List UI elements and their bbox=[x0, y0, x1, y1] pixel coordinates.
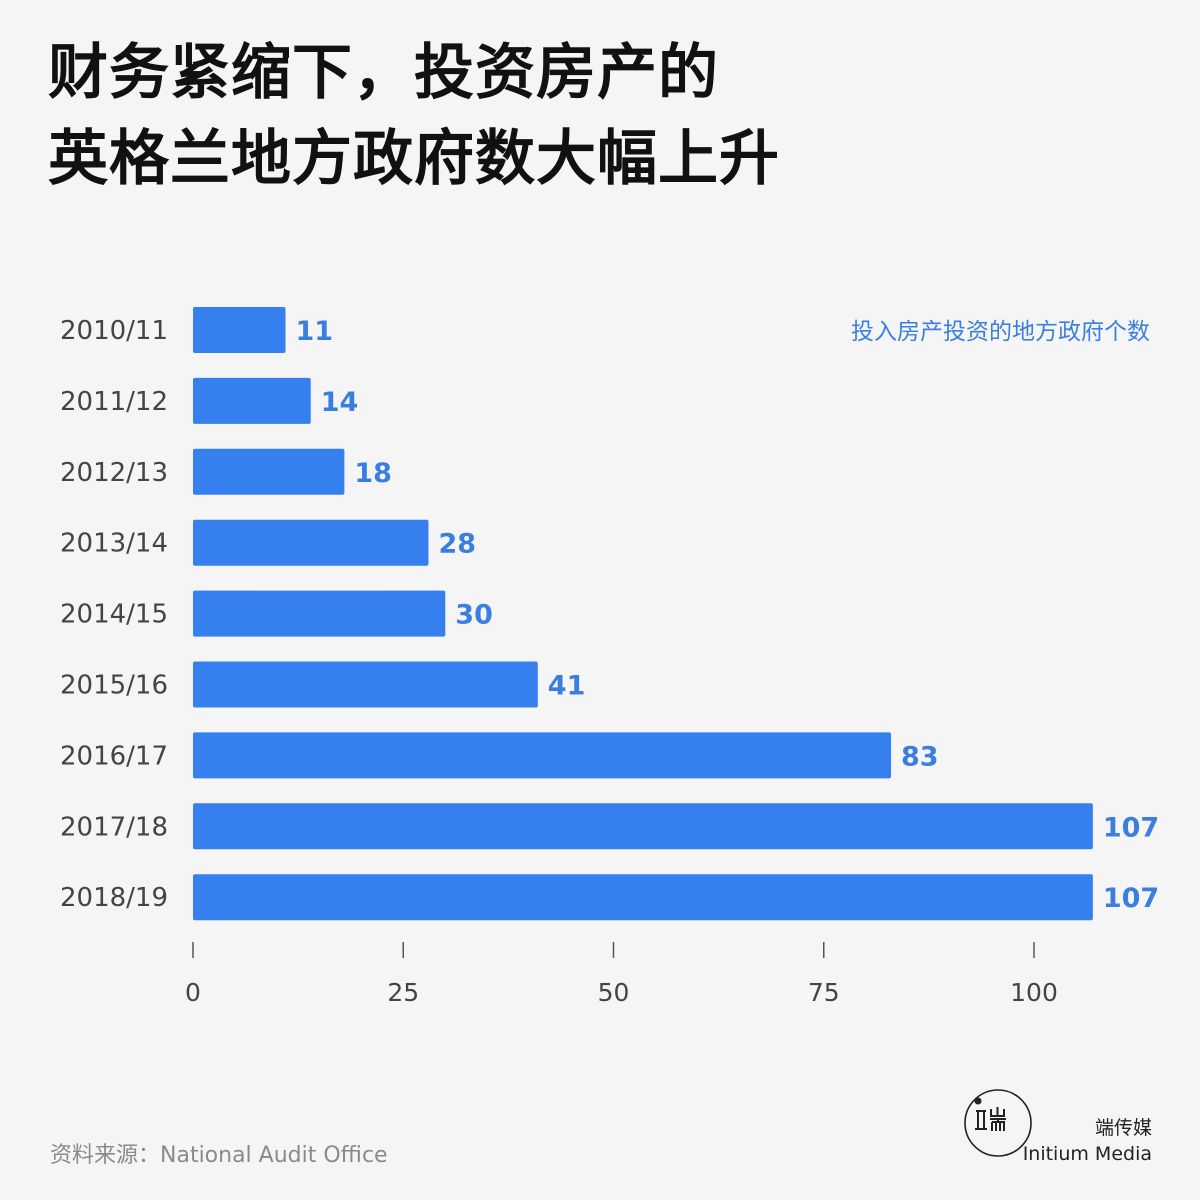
bar-chart: 2010/11 11 2011/12 14 2012/13 18 2013/14 28 2014… bbox=[60, 307, 1159, 1007]
category-label: 2010/11 bbox=[60, 316, 168, 346]
category-label: 2018/19 bbox=[60, 883, 168, 913]
bar bbox=[193, 519, 429, 566]
value-label: 107 bbox=[1103, 812, 1159, 843]
bar bbox=[193, 732, 892, 779]
brand-name-cn: 端传媒 bbox=[1094, 1117, 1152, 1139]
bar bbox=[193, 307, 286, 353]
value-label: 18 bbox=[354, 458, 392, 489]
value-label: 41 bbox=[548, 671, 586, 702]
x-tick-label: 25 bbox=[387, 978, 419, 1007]
category-label: 2012/13 bbox=[60, 458, 168, 488]
brand-name: 端传媒 Initium Media bbox=[1023, 1115, 1152, 1167]
category-label: 2013/14 bbox=[60, 529, 168, 559]
value-label: 28 bbox=[438, 529, 476, 560]
x-tick-label: 50 bbox=[598, 978, 630, 1007]
title-line-2: 英格兰地方政府数大幅上升 bbox=[48, 124, 780, 194]
bar bbox=[193, 448, 345, 495]
source-note: 资料来源：National Audit Office bbox=[50, 1143, 388, 1168]
x-tick-label: 100 bbox=[1010, 978, 1058, 1007]
category-label: 2017/18 bbox=[60, 812, 168, 842]
x-tick-label: 75 bbox=[808, 978, 840, 1007]
bar bbox=[193, 803, 1093, 850]
bar bbox=[193, 874, 1093, 921]
category-label: 2011/12 bbox=[60, 387, 168, 417]
title-line-1: 财务紧缩下，投资房产的 bbox=[48, 38, 719, 108]
series-legend: 投入房产投资的地方政府个数 bbox=[851, 319, 1150, 345]
value-label: 30 bbox=[455, 600, 493, 631]
value-label: 14 bbox=[321, 387, 359, 418]
value-label: 107 bbox=[1103, 883, 1159, 914]
category-label: 2016/17 bbox=[60, 741, 168, 771]
chart-title: 财务紧缩下，投资房产的 英格兰地方政府数大幅上升 bbox=[48, 30, 780, 202]
value-label: 11 bbox=[296, 316, 334, 347]
bar bbox=[193, 590, 446, 637]
brand-name-en: Initium Media bbox=[1022, 1143, 1152, 1165]
category-label: 2014/15 bbox=[60, 600, 168, 630]
bar bbox=[193, 377, 311, 424]
bar bbox=[193, 661, 538, 708]
value-label: 83 bbox=[901, 741, 939, 772]
x-tick-label: 0 bbox=[185, 978, 201, 1007]
initium-logo-icon bbox=[964, 1089, 1032, 1157]
category-label: 2015/16 bbox=[60, 671, 168, 701]
